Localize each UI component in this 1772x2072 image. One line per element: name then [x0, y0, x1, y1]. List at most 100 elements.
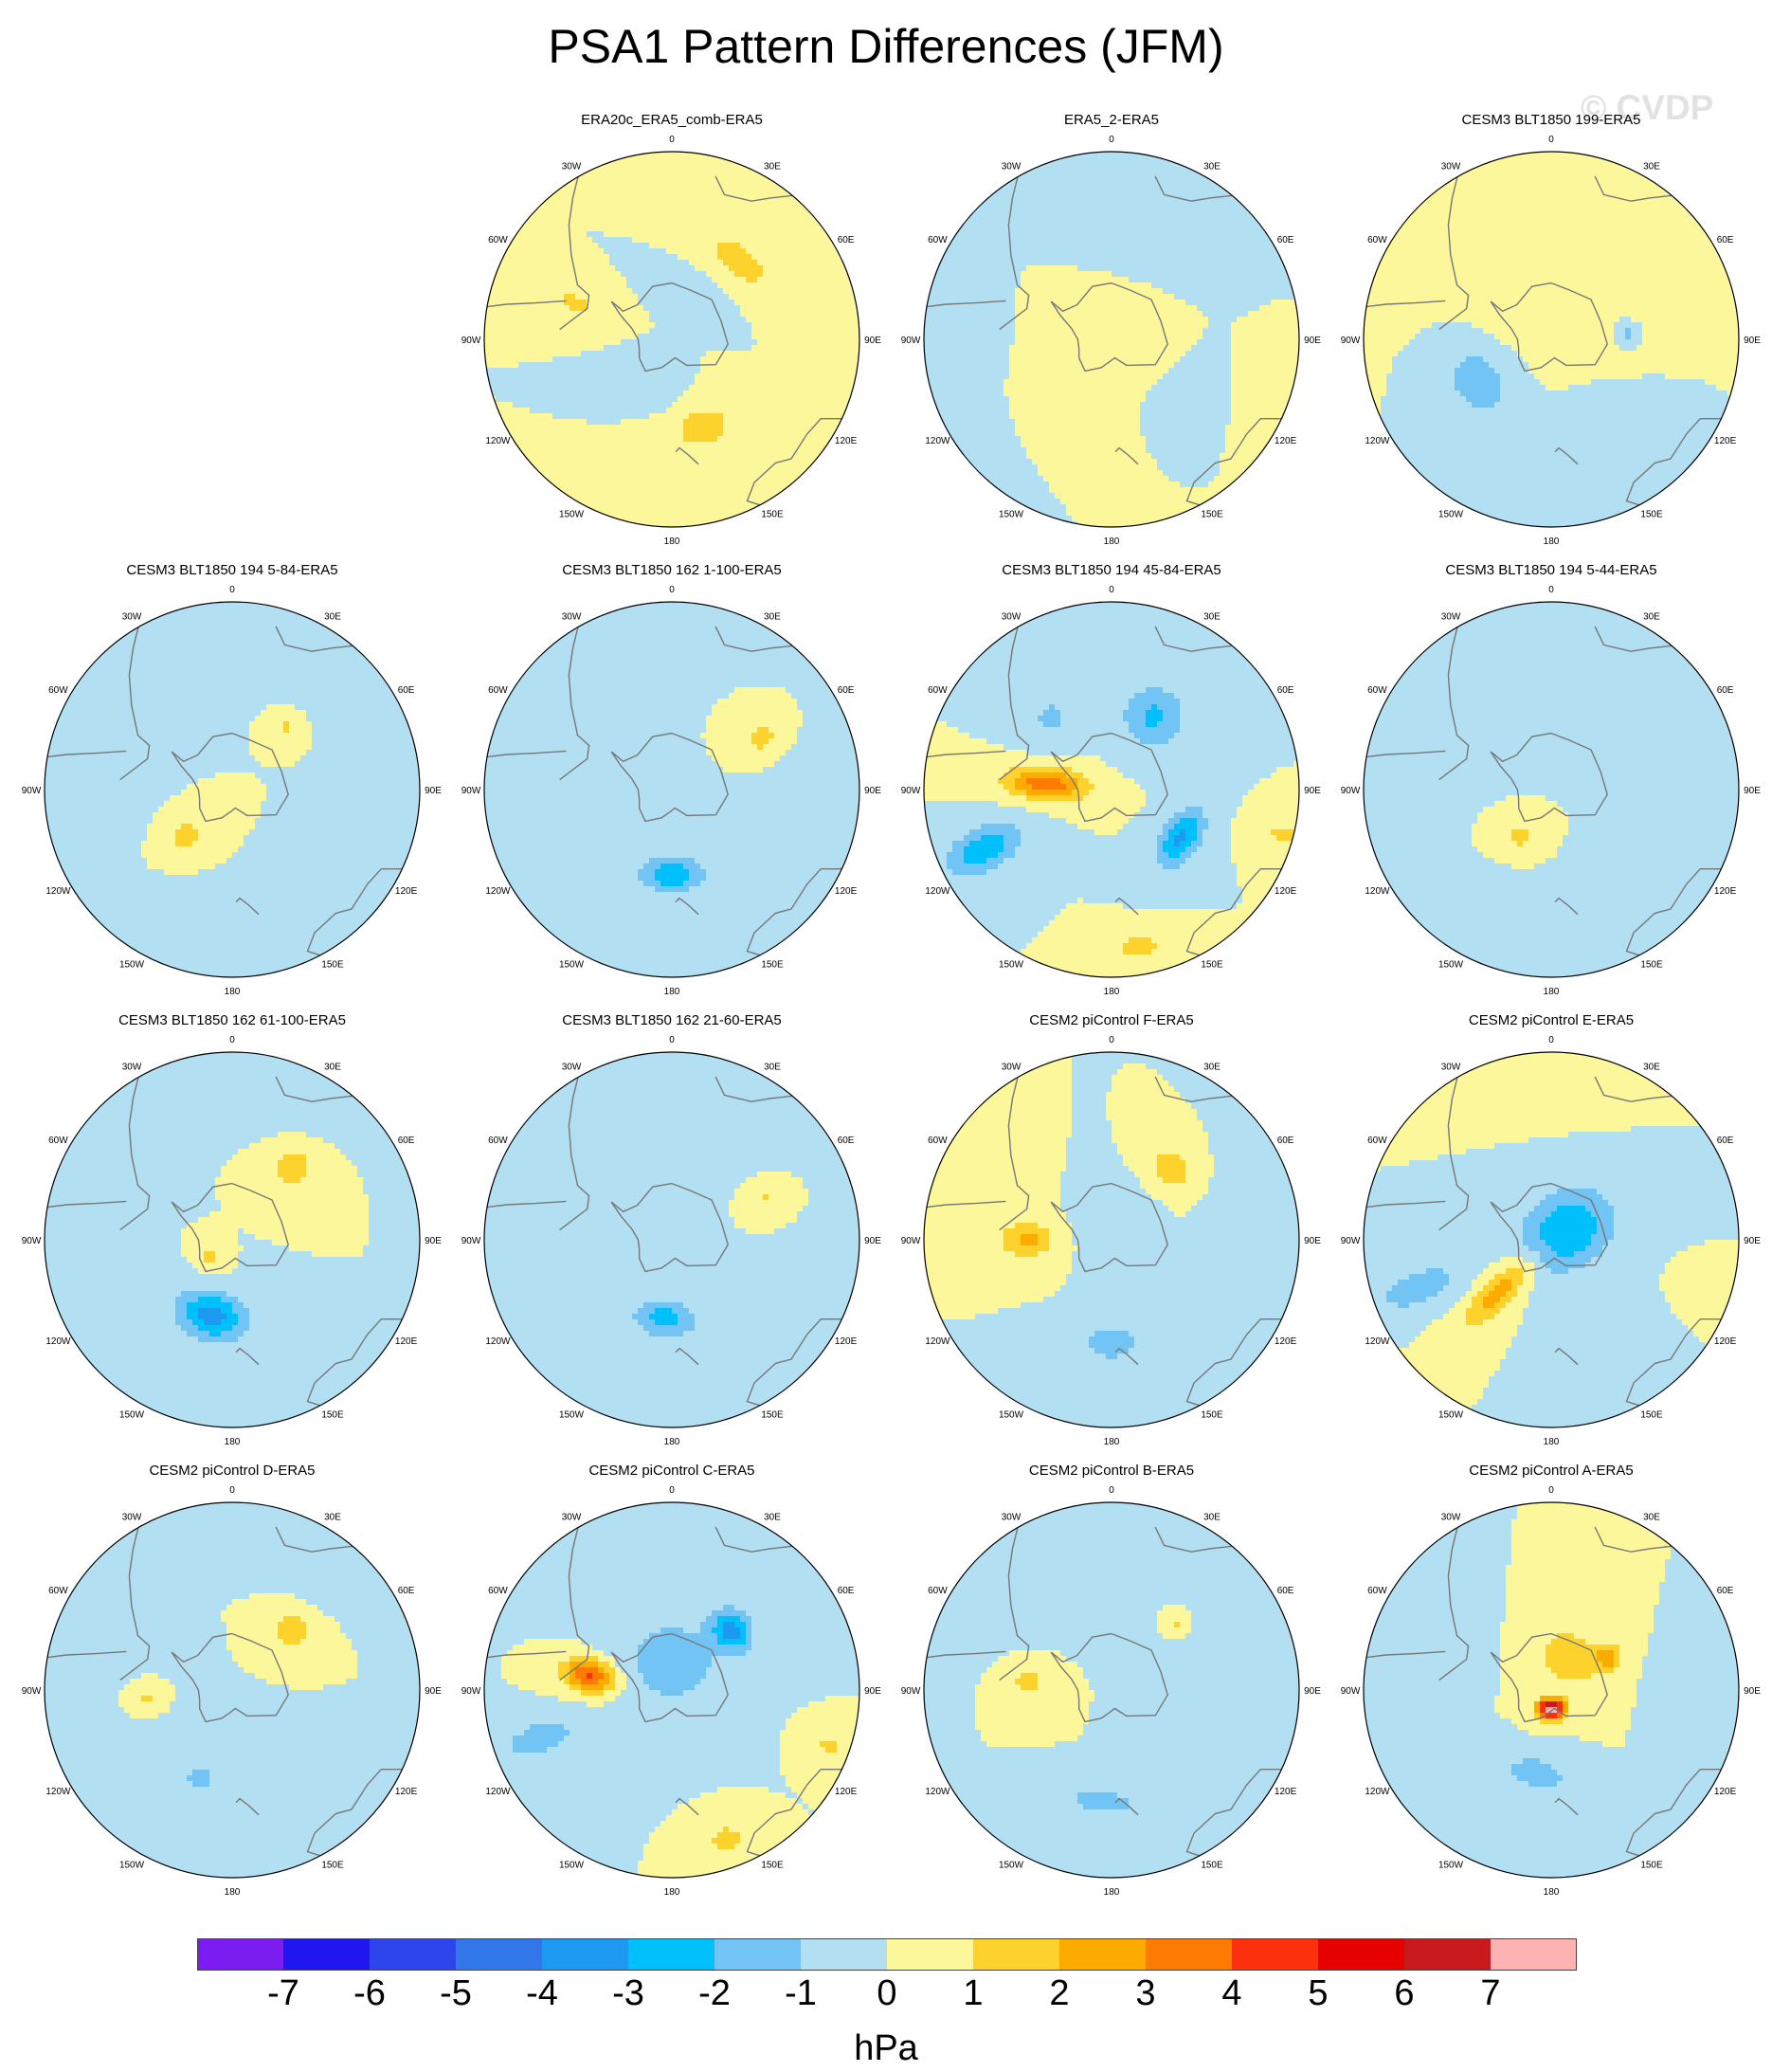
longitude-label: 60W — [48, 1586, 68, 1596]
longitude-label: 150E — [1640, 1861, 1663, 1871]
longitude-label: 180 — [664, 1887, 680, 1898]
colorbar-swatch — [197, 1938, 283, 1971]
coastline — [675, 1797, 699, 1816]
longitude-label: 150W — [559, 510, 585, 520]
panel-title: CESM2 piControl D-ERA5 — [12, 1463, 452, 1479]
coastline — [46, 1650, 127, 1659]
colorbar-swatch — [542, 1938, 628, 1971]
longitude-label: 150W — [999, 1861, 1024, 1871]
polar-map: 0 30E 60E 90E 120E 150E 180 150W 120W 90W 60W 30W — [901, 1485, 1322, 1898]
coastline — [171, 1632, 289, 1723]
longitude-label: 150E — [1201, 1410, 1223, 1421]
colorbar-swatch — [370, 1938, 456, 1971]
longitude-label: 150W — [559, 1410, 585, 1421]
coastline — [1438, 1527, 1470, 1681]
polar-map: 0 30E 60E 90E 120E 150E 180 150W 120W 90W 60W 30W — [461, 1035, 882, 1447]
longitude-label: 90E — [864, 336, 881, 346]
longitude-label: 180 — [1104, 987, 1120, 997]
longitude-label: 120E — [1275, 1787, 1297, 1797]
colorbar-swatch — [973, 1938, 1059, 1971]
longitude-label: 150E — [1640, 1410, 1663, 1421]
longitude-label: 0 — [1109, 1035, 1114, 1045]
longitude-label: 150W — [119, 1861, 145, 1871]
coastline — [999, 176, 1030, 331]
coastline — [46, 1200, 127, 1209]
colorbar — [197, 1938, 1577, 1971]
longitude-label: 180 — [1544, 1887, 1560, 1898]
coastline — [1554, 1347, 1579, 1366]
longitude-label: 60E — [838, 1586, 855, 1596]
longitude-label: 90E — [1304, 336, 1321, 346]
longitude-label: 120W — [925, 886, 950, 897]
map-border — [923, 1051, 1300, 1428]
map-panel: CESM2 piControl A-ERA5 0 30E 60E 90E 120E 150E… — [1331, 1463, 1771, 1908]
longitude-label: 120W — [485, 886, 511, 897]
longitude-label: 30W — [122, 1062, 142, 1072]
panel-title: CESM3 BLT1850 162 1-100-ERA5 — [452, 562, 892, 578]
longitude-label: 180 — [1544, 536, 1560, 547]
shaded-field — [45, 1502, 420, 1878]
longitude-label: 150E — [1201, 1861, 1223, 1871]
map-border — [44, 601, 421, 978]
longitude-label: 120W — [1365, 436, 1390, 446]
coastline — [610, 1632, 729, 1723]
polar-map: 0 30E 60E 90E 120E 150E 180 150W 120W 90W 60W 30W — [901, 1035, 1322, 1447]
coastline — [1625, 418, 1722, 506]
longitude-label: 30E — [1203, 1062, 1221, 1072]
longitude-label: 120W — [45, 1336, 71, 1347]
longitude-label: 120E — [1275, 436, 1297, 446]
longitude-label: 0 — [1548, 1485, 1554, 1496]
longitude-label: 150W — [999, 510, 1024, 520]
longitude-label: 90E — [1744, 336, 1761, 346]
polar-map: 0 30E 60E 90E 120E 150E 180 150W 120W 90W 60W 30W — [1341, 135, 1762, 547]
longitude-label: 150E — [321, 960, 344, 971]
longitude-label: 30W — [122, 1512, 142, 1522]
longitude-label: 60W — [928, 685, 948, 696]
coastline — [559, 1527, 590, 1681]
longitude-label: 120W — [45, 886, 71, 897]
coastline — [610, 1182, 729, 1273]
longitude-label: 30E — [1203, 1512, 1221, 1522]
longitude-label: 120E — [395, 1336, 418, 1347]
map-panel: CESM3 BLT1850 162 61-100-ERA5 0 30E 60E 90E 1… — [12, 1012, 452, 1458]
map-border — [1363, 1051, 1740, 1428]
longitude-label: 90E — [864, 786, 881, 796]
longitude-label: 150E — [761, 1410, 784, 1421]
coastline — [714, 1526, 793, 1553]
longitude-label: 90W — [22, 1236, 42, 1246]
longitude-label: 150E — [761, 960, 784, 971]
longitude-label: 90W — [901, 786, 921, 796]
coastline — [1050, 1632, 1168, 1723]
longitude-label: 150E — [1201, 960, 1223, 971]
coastline — [1154, 1076, 1233, 1102]
map-border — [1363, 151, 1740, 528]
coastline — [1185, 1318, 1282, 1407]
longitude-label: 90W — [461, 1236, 481, 1246]
map-panel: CESM3 BLT1850 194 5-44-ERA5 0 30E 60E 90E 120… — [1331, 562, 1771, 1008]
longitude-label: 30W — [1441, 161, 1461, 172]
longitude-label: 30E — [764, 611, 781, 622]
coastline — [1365, 1200, 1446, 1209]
longitude-label: 30E — [764, 1512, 781, 1522]
shaded-field — [484, 1502, 859, 1878]
longitude-label: 180 — [225, 987, 241, 997]
polar-map: 0 30E 60E 90E 120E 150E 180 150W 120W 90W 60W 30W — [461, 1485, 882, 1898]
coastline — [1554, 897, 1579, 916]
coastline — [1154, 175, 1233, 202]
map-border — [923, 601, 1300, 978]
coastline — [999, 1527, 1030, 1681]
longitude-label: 60E — [398, 1586, 415, 1596]
panel-title: CESM2 piControl E-ERA5 — [1331, 1012, 1771, 1028]
map-panel: CESM2 piControl E-ERA5 0 30E 60E 90E 120E 150E… — [1331, 1012, 1771, 1458]
coastline — [926, 300, 1006, 308]
longitude-label: 90W — [22, 786, 42, 796]
longitude-label: 0 — [1109, 1485, 1114, 1496]
longitude-label: 60E — [1717, 685, 1734, 696]
longitude-label: 60E — [1277, 235, 1294, 245]
longitude-label: 120E — [1714, 886, 1737, 897]
coastline — [559, 627, 590, 781]
polar-map: 0 30E 60E 90E 120E 150E 180 150W 120W 90W 60W 30W — [1341, 585, 1762, 997]
longitude-label: 30E — [764, 161, 781, 172]
colorbar-swatch — [887, 1938, 973, 1971]
longitude-label: 90W — [1341, 1236, 1361, 1246]
